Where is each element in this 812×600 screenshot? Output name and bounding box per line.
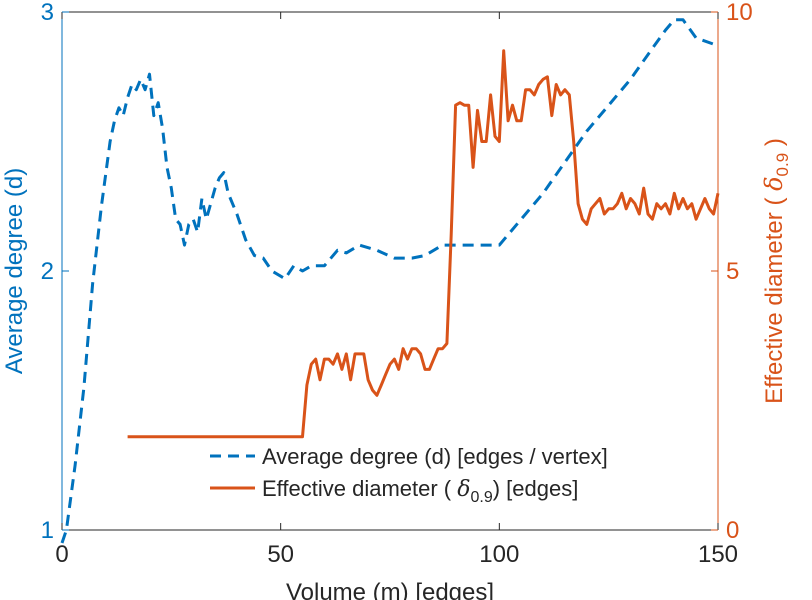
right-y-axis-label: Effective diameter ( δ0.9 ) bbox=[760, 138, 792, 404]
right-y-axis-label-suffix: ) bbox=[761, 138, 788, 153]
legend-label-effective-diameter: Effective diameter ( δ0.9) [edges] bbox=[262, 476, 578, 506]
legend-label-prefix: Effective diameter ( bbox=[262, 476, 457, 501]
plot-area bbox=[60, 18, 720, 544]
right-y-axis-label-prefix: Effective diameter ( bbox=[761, 191, 788, 404]
legend: Average degree (d) [edges / vertex] Effec… bbox=[210, 444, 608, 506]
x-tick-label: 150 bbox=[698, 541, 738, 568]
left-y-axis-label: Average degree (d) bbox=[1, 168, 28, 374]
right-tick-label: 0 bbox=[726, 517, 739, 544]
legend-label-suffix: ) [edges] bbox=[493, 476, 579, 501]
left-tick-label: 3 bbox=[41, 0, 54, 26]
left-tick-label: 1 bbox=[41, 517, 54, 544]
x-tick-label: 50 bbox=[267, 541, 294, 568]
axes-frame bbox=[61, 11, 719, 531]
left-tick-label: 2 bbox=[41, 258, 54, 285]
right-tick-label: 10 bbox=[726, 0, 753, 26]
right-tick-label: 5 bbox=[726, 258, 739, 285]
legend-label-average-degree: Average degree (d) [edges / vertex] bbox=[262, 444, 608, 469]
right-y-axis-label-symbol: δ bbox=[760, 176, 788, 190]
x-tick-label: 0 bbox=[55, 541, 68, 568]
x-axis-label: Volume (m) [edges] bbox=[286, 579, 494, 600]
right-y-axis-label-subscript: 0.9 bbox=[773, 153, 792, 177]
legend-label-subscript: 0.9 bbox=[470, 489, 492, 506]
series-average-degree-line bbox=[60, 18, 719, 544]
series-effective-diameter-line bbox=[127, 49, 720, 439]
tick-labels: 0 50 100 150 1 2 3 0 5 10 bbox=[41, 0, 753, 568]
legend-label-symbol: δ bbox=[457, 477, 470, 502]
x-tick-label: 100 bbox=[479, 541, 519, 568]
axis-labels: Volume (m) [edges] Average degree (d) Effe… bbox=[1, 138, 792, 600]
